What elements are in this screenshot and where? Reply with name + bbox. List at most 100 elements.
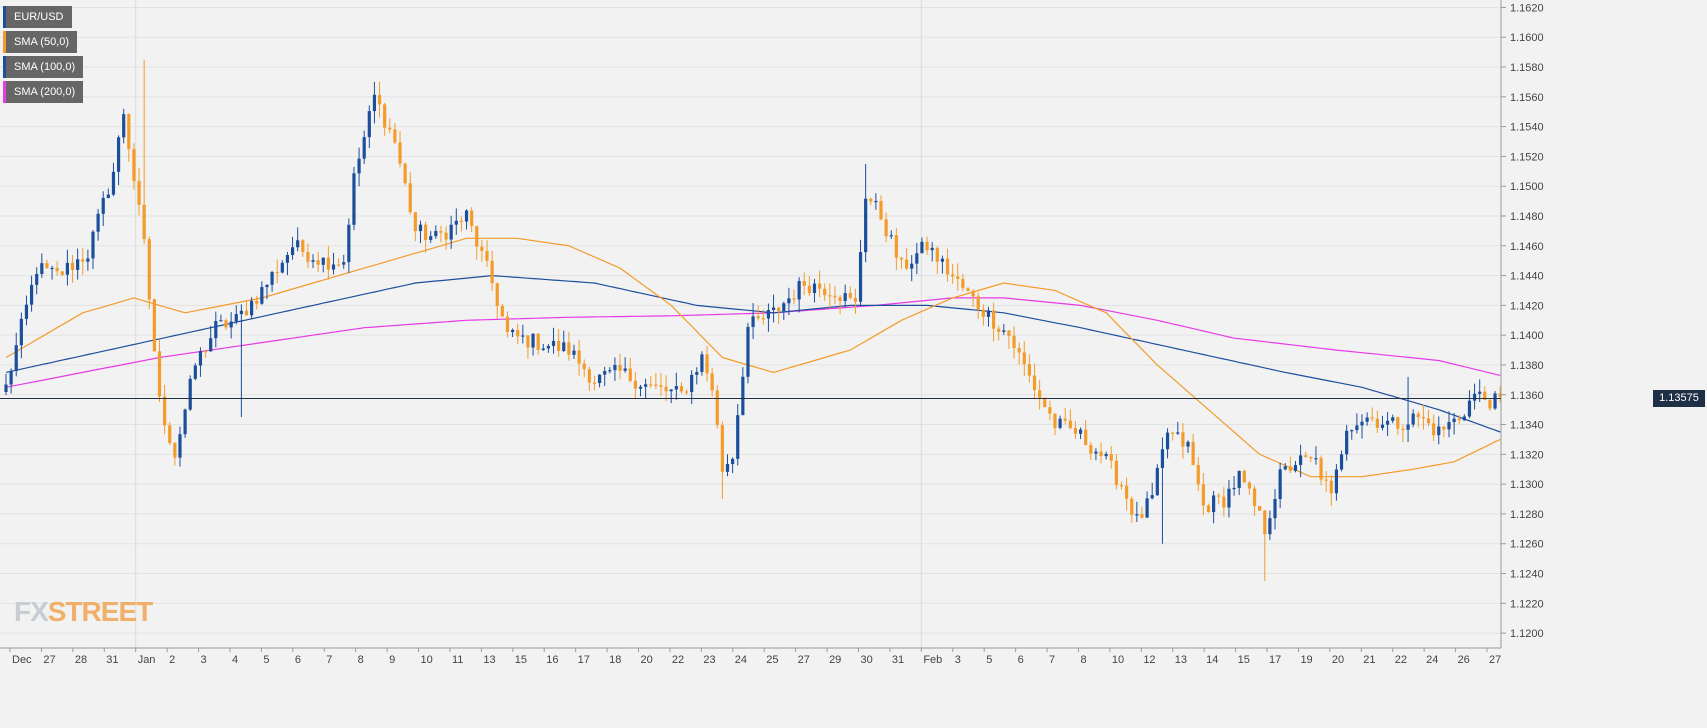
candle (403, 162, 407, 186)
candle-body (1017, 348, 1021, 353)
candle-body (1263, 510, 1267, 535)
candle-body (444, 232, 448, 240)
candle (1462, 414, 1466, 421)
candle (383, 102, 387, 136)
candle (198, 347, 203, 377)
candle-body (157, 351, 162, 397)
candle (1309, 456, 1313, 463)
candle-body (1242, 470, 1246, 483)
candle-body (679, 386, 684, 392)
legend-item-sma50[interactable]: SMA (50,0) (3, 31, 78, 53)
candle-body (725, 464, 730, 472)
x-tick-label: 5 (263, 654, 269, 666)
legend-item-sma100[interactable]: SMA (100,0) (3, 56, 84, 78)
x-tick-label: 29 (829, 654, 841, 666)
candle (1125, 477, 1129, 511)
x-tick-label: 17 (578, 654, 590, 666)
candle (50, 265, 54, 280)
candle (1155, 464, 1159, 496)
candle-body (1206, 505, 1211, 513)
candle (388, 118, 392, 134)
candle-body (475, 226, 479, 247)
candle-body (219, 320, 223, 322)
candle (316, 251, 320, 272)
candle (1022, 341, 1026, 376)
candle (357, 147, 361, 187)
candle (823, 283, 827, 301)
candle (623, 357, 627, 373)
candle-body (14, 345, 18, 371)
candle-body (1084, 429, 1088, 446)
candle-body (326, 257, 330, 270)
candle (464, 209, 469, 230)
candle (1078, 427, 1083, 440)
candle (475, 225, 479, 260)
candle-body (316, 260, 320, 265)
candle-body (4, 384, 8, 392)
candle-body (1258, 506, 1262, 511)
x-tick-label: Feb (923, 654, 942, 666)
candle-body (889, 235, 893, 237)
candle-body (592, 382, 597, 384)
candle-body (1222, 496, 1226, 508)
candle-body (628, 368, 632, 381)
candle (940, 255, 945, 274)
candle-body (1375, 418, 1379, 428)
candle-body (956, 276, 960, 279)
y-tick-label: 1.1440 (1510, 271, 1544, 283)
candle-body (920, 241, 924, 254)
candle-body (342, 262, 346, 265)
candle-body (879, 200, 883, 220)
candle-body (1319, 458, 1323, 480)
candle (551, 327, 556, 354)
candle-body (383, 104, 387, 128)
candle-body (234, 314, 238, 322)
candle-body (623, 368, 627, 371)
candle-body (644, 384, 648, 387)
candle (644, 378, 648, 399)
x-tick-label: 2 (169, 654, 175, 666)
x-tick-label: 20 (641, 654, 653, 666)
candle (884, 212, 888, 243)
candle (418, 220, 423, 244)
candle-body (1012, 335, 1016, 349)
candle-body (413, 212, 417, 232)
candle-body (991, 310, 996, 329)
x-tick-label: 10 (1112, 654, 1124, 666)
legend-item-sma200[interactable]: SMA (200,0) (3, 81, 84, 103)
candle (1145, 491, 1149, 519)
candle-body (1201, 484, 1205, 506)
candle-body (1027, 364, 1031, 376)
candle (470, 207, 474, 233)
candle-body (1094, 451, 1098, 454)
candle (1048, 400, 1052, 421)
x-tick-label: 24 (735, 654, 747, 666)
candle-body (76, 259, 80, 270)
candle-body (695, 371, 699, 375)
candle-body (618, 365, 622, 371)
candle-body (812, 283, 817, 294)
candle (833, 285, 837, 305)
candle-body (296, 240, 300, 248)
candle-body (674, 386, 678, 390)
x-tick-label: 31 (106, 654, 118, 666)
x-tick-label: 18 (609, 654, 621, 666)
candle (326, 245, 330, 280)
candle-body (1472, 393, 1477, 401)
candle (24, 295, 29, 326)
candle (1109, 446, 1113, 469)
candle (255, 295, 259, 310)
legend-item-eurusd[interactable]: EUR/USD (3, 6, 72, 28)
candle (14, 332, 18, 377)
candle-body (1411, 413, 1415, 425)
candle (669, 389, 673, 404)
candle-body (531, 333, 535, 348)
candle (853, 288, 858, 314)
x-tick-label: 27 (43, 654, 55, 666)
legend: EUR/USD SMA (50,0) SMA (100,0) SMA (200,… (3, 6, 84, 106)
x-tick-label: 15 (515, 654, 527, 666)
candle-body (377, 94, 382, 105)
candle (106, 188, 110, 199)
candle (521, 324, 525, 344)
